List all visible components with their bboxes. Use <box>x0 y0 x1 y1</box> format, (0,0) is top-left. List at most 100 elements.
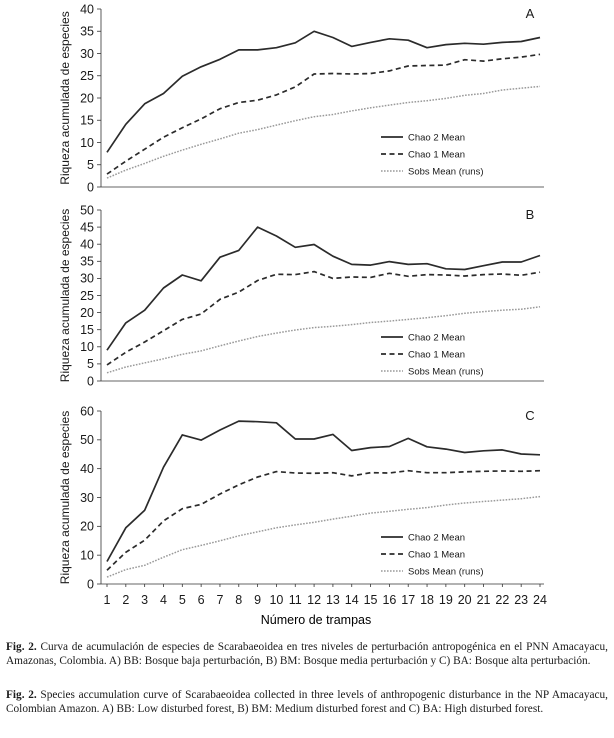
data-point <box>257 226 259 228</box>
data-point <box>276 47 278 49</box>
data-point <box>351 110 353 112</box>
x-tick-label: 7 <box>216 593 223 607</box>
data-point <box>313 30 315 32</box>
x-tick-label: 5 <box>179 593 186 607</box>
data-point <box>257 421 259 423</box>
data-point <box>351 475 353 477</box>
data-point <box>106 349 108 351</box>
data-point <box>238 132 240 134</box>
y-tick-label: 20 <box>80 520 94 534</box>
data-point <box>464 59 466 61</box>
data-point <box>483 274 485 276</box>
data-point <box>539 255 541 257</box>
series-line-dotted <box>106 85 541 179</box>
panel-letter: A <box>526 6 535 21</box>
x-tick-label: 2 <box>122 593 129 607</box>
data-point <box>388 446 390 448</box>
data-point <box>106 561 108 563</box>
data-point <box>238 249 240 251</box>
data-point <box>276 527 278 529</box>
data-point <box>464 452 466 454</box>
y-tick-label: 15 <box>80 323 94 337</box>
data-point <box>483 265 485 267</box>
data-point <box>445 315 447 317</box>
data-point <box>181 127 183 129</box>
data-point <box>163 466 165 468</box>
x-tick-label: 14 <box>345 593 359 607</box>
data-point <box>257 99 259 101</box>
data-point <box>238 484 240 486</box>
x-tick-label: 15 <box>364 593 378 607</box>
data-point <box>464 269 466 271</box>
data-point <box>125 123 127 125</box>
data-point <box>144 309 146 311</box>
data-point <box>276 332 278 334</box>
data-point <box>464 275 466 277</box>
data-point <box>313 327 315 329</box>
y-tick-label: 5 <box>87 158 94 172</box>
data-point <box>539 37 541 39</box>
data-point <box>426 263 428 265</box>
data-point <box>445 44 447 46</box>
data-point <box>520 41 522 43</box>
y-tick-label: 30 <box>80 491 94 505</box>
legend-label: Chao 2 Mean <box>408 133 465 144</box>
x-tick-label: 16 <box>382 593 396 607</box>
series-line-solid <box>106 30 541 153</box>
data-point <box>313 472 315 474</box>
x-tick-label: 9 <box>254 593 261 607</box>
y-tick-label: 15 <box>80 114 94 128</box>
data-point <box>257 129 259 131</box>
x-tick-label: 22 <box>495 593 509 607</box>
caption-text-en: Species accumulation curve of Scarabaeoi… <box>6 689 608 716</box>
data-point <box>238 535 240 537</box>
data-point <box>388 38 390 40</box>
data-point <box>200 504 202 506</box>
data-point <box>276 94 278 96</box>
data-point <box>181 149 183 151</box>
data-point <box>426 65 428 67</box>
figure-caption-english: Fig. 2. Species accumulation curve of Sc… <box>6 688 608 717</box>
data-point <box>520 453 522 455</box>
data-point <box>144 509 146 511</box>
data-point <box>219 345 221 347</box>
y-tick-label: 35 <box>80 255 94 269</box>
data-point <box>332 37 334 39</box>
legend-label: Chao 2 Mean <box>408 533 465 544</box>
data-point <box>200 118 202 120</box>
legend-label: Chao 1 Mean <box>408 350 465 361</box>
x-tick-label: 4 <box>160 593 167 607</box>
series-line-dotted <box>106 306 541 374</box>
data-point <box>388 510 390 512</box>
data-point <box>483 501 485 503</box>
data-point <box>106 177 108 179</box>
y-tick-label: 50 <box>80 203 94 217</box>
data-point <box>445 98 447 100</box>
data-point <box>445 64 447 66</box>
data-point <box>501 449 503 451</box>
data-point <box>294 86 296 88</box>
data-point <box>257 531 259 533</box>
data-point <box>294 120 296 122</box>
data-point <box>332 433 334 435</box>
y-tick-label: 0 <box>87 577 94 591</box>
series-line-dashed <box>106 53 541 175</box>
data-point <box>539 496 541 498</box>
y-axis-title: Riqueza acumulada de especies <box>58 411 72 584</box>
x-tick-label: 12 <box>307 593 321 607</box>
data-point <box>144 163 146 165</box>
data-point <box>181 508 183 510</box>
data-point <box>407 39 409 41</box>
x-tick-label: 8 <box>235 593 242 607</box>
data-point <box>464 42 466 44</box>
data-point <box>181 434 183 436</box>
data-point <box>370 472 372 474</box>
series-line-dotted <box>106 495 541 578</box>
data-point <box>539 306 541 308</box>
data-point <box>426 507 428 509</box>
data-point <box>313 438 315 440</box>
data-point <box>501 58 503 60</box>
data-point <box>200 350 202 352</box>
data-point <box>501 470 503 472</box>
